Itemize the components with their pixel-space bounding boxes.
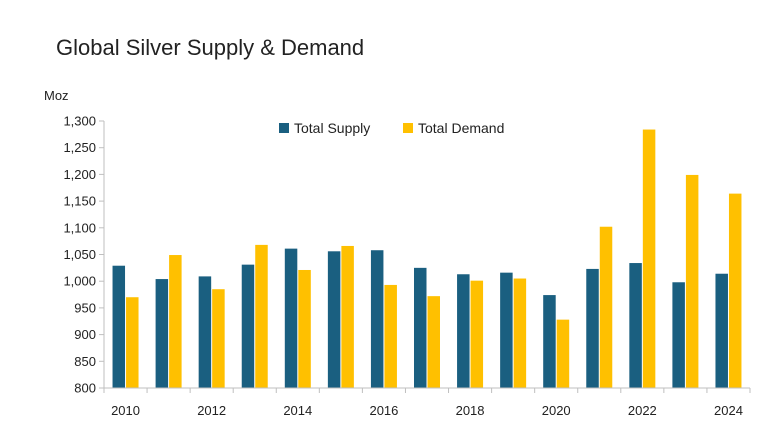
- bar-total-demand: [126, 297, 139, 388]
- legend-label-total-demand: Total Demand: [418, 120, 504, 136]
- bar-total-demand: [341, 245, 354, 388]
- y-tick-label: 800: [74, 381, 96, 396]
- y-tick-label: 1,300: [63, 114, 96, 129]
- bar-total-demand: [470, 280, 484, 388]
- bar-total-demand: [685, 174, 699, 388]
- y-tick-label: 950: [74, 300, 96, 315]
- legend-label-total-supply: Total Supply: [294, 120, 370, 136]
- x-tick-label: 2016: [369, 403, 398, 418]
- y-tick-label: 1,250: [63, 140, 96, 155]
- bar-total-demand: [642, 129, 656, 388]
- x-tick-label: 2024: [714, 403, 743, 418]
- bar-total-supply: [370, 250, 384, 388]
- x-axis: 2010 2012 2014 2016 2018 2020 2022 2024: [103, 387, 751, 418]
- bar-total-demand: [599, 226, 613, 388]
- y-tick-label: 850: [74, 354, 96, 369]
- y-tick-label: 1,050: [63, 247, 96, 262]
- y-tick-label: 1,000: [63, 274, 96, 289]
- bar-total-supply: [543, 295, 556, 388]
- bar-total-demand: [255, 244, 268, 388]
- x-tick-label: 2020: [542, 403, 571, 418]
- bar-total-demand: [212, 289, 225, 388]
- x-tick-label: 2012: [197, 403, 226, 418]
- bar-total-supply: [457, 274, 470, 388]
- bar-total-supply: [500, 272, 513, 388]
- x-tick-label: 2022: [628, 403, 657, 418]
- bar-total-demand: [728, 193, 742, 388]
- bars-group: [112, 129, 742, 388]
- bar-total-supply: [198, 276, 212, 388]
- bar-total-supply: [414, 267, 427, 388]
- bar-total-supply: [155, 279, 169, 388]
- bar-total-demand: [169, 255, 182, 388]
- bar-total-demand: [427, 296, 440, 388]
- x-tick-label: 2010: [111, 403, 140, 418]
- bar-total-supply: [672, 282, 685, 388]
- chart-title: Global Silver Supply & Demand: [56, 35, 364, 60]
- y-tick-label: 900: [74, 327, 96, 342]
- bar-total-supply: [327, 251, 341, 388]
- x-tick-label: 2018: [456, 403, 485, 418]
- y-tick-label: 1,200: [63, 167, 96, 182]
- bar-total-supply: [241, 264, 255, 388]
- bar-total-demand: [556, 319, 570, 388]
- bar-total-demand: [298, 269, 311, 388]
- bar-total-demand: [384, 284, 397, 388]
- y-tick-label: 1,150: [63, 194, 96, 209]
- legend-swatch-total-supply: [279, 123, 289, 133]
- x-tick-label: 2014: [283, 403, 312, 418]
- legend-swatch-total-demand: [403, 123, 413, 133]
- legend: Total Supply Total Demand: [279, 120, 504, 136]
- y-axis: 800 850 900 950 1,000 1,050 1,100 1,150 1,200 1,2…: [63, 114, 105, 396]
- bar-total-demand: [513, 278, 527, 388]
- y-axis-unit-label: Moz: [44, 88, 69, 103]
- bar-total-supply: [629, 263, 642, 388]
- y-tick-label: 1,100: [63, 220, 96, 235]
- bar-total-supply: [715, 273, 728, 388]
- bar-total-supply: [284, 248, 298, 388]
- bar-total-supply: [112, 265, 126, 388]
- bar-total-supply: [586, 268, 599, 388]
